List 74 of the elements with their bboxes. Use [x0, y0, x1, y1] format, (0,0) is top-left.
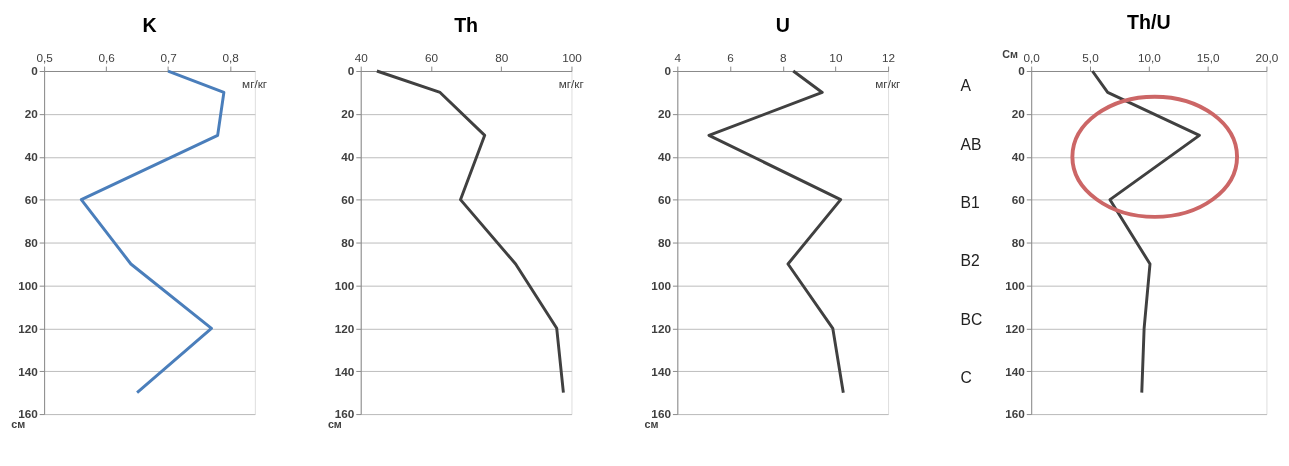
y-tick-label: 80 [1011, 235, 1026, 249]
y-tick-label: 20 [1011, 107, 1026, 121]
y-tick-label: 60 [1011, 193, 1026, 207]
y-tick-label: 120 [1005, 321, 1026, 335]
x-tick-label: 0,0 [1023, 50, 1041, 64]
x-axis-title: мг/кг [558, 77, 584, 91]
y-tick-label: 160 [651, 407, 672, 421]
x-tick-label: 60 [424, 50, 439, 64]
x-tick-label: 10,0 [1137, 50, 1162, 64]
x-tick-label: 20,0 [1255, 50, 1279, 64]
x-tick-label: 0,5 [36, 50, 54, 64]
y-tick-label: 20 [24, 107, 39, 121]
y-tick-label: 140 [1005, 364, 1026, 378]
x-tick-label: 4 [674, 50, 682, 64]
y-tick-label: 20 [657, 107, 672, 121]
y-tick-label: 0 [1018, 64, 1026, 78]
chart-title: K [142, 13, 157, 36]
y-tick-label: 20 [341, 107, 355, 121]
x-tick-label: 100 [562, 50, 583, 64]
y-tick-label: 0 [31, 64, 39, 78]
y-tick-label: 0 [347, 64, 355, 78]
text: B1 [960, 193, 980, 211]
x-axis-title: мг/кг [875, 77, 901, 91]
y-tick-label: 100 [651, 278, 672, 292]
y-tick-label: 80 [657, 235, 672, 249]
text: A [960, 77, 972, 95]
x-tick-label: 6 [727, 50, 735, 64]
y-tick-label: 40 [24, 150, 39, 164]
x-tick-label: 0,8 [222, 50, 240, 64]
y-tick-label: 140 [651, 364, 672, 378]
text: B2 [960, 252, 980, 270]
x-tick-label: 5,0 [1082, 50, 1100, 64]
x-tick-label: 8 [779, 50, 787, 64]
y-tick-label: 40 [341, 150, 355, 164]
x-tick-label: 80 [495, 50, 509, 64]
y-axis-title: см [644, 418, 659, 431]
y-tick-label: 60 [341, 193, 355, 207]
text: C [960, 368, 972, 386]
x-axis-title: мг/кг [242, 77, 268, 91]
line-series [707, 69, 845, 395]
y-tick-label: 100 [334, 278, 355, 292]
x-tick-label: 15,0 [1196, 50, 1221, 64]
text: AB [960, 135, 982, 153]
y-tick-label: 100 [1005, 278, 1026, 292]
y-tick-label: 160 [18, 407, 39, 421]
y-tick-label: 80 [24, 235, 39, 249]
y-tick-label: 160 [1005, 407, 1026, 421]
y-tick-label: 60 [657, 193, 672, 207]
y-tick-label: 100 [18, 278, 39, 292]
chart-title: U [775, 13, 790, 36]
x-tick-label: 10 [829, 50, 843, 64]
y-tick-label: 140 [334, 364, 355, 378]
x-tick-label: 40 [354, 50, 369, 64]
y-axis-title: см [327, 418, 342, 431]
y-tick-label: 120 [18, 321, 39, 335]
chart-title: Th [454, 13, 479, 36]
y-axis-title: См [1002, 47, 1019, 60]
text: BC [960, 310, 983, 328]
x-tick-label: 0,6 [98, 50, 116, 64]
y-tick-label: 40 [1011, 150, 1026, 164]
chart-title: Th/U [1127, 10, 1171, 33]
y-tick-label: 120 [651, 321, 672, 335]
line-series [1090, 69, 1201, 395]
line-series [79, 69, 226, 395]
y-tick-label: 40 [657, 150, 672, 164]
x-tick-label: 0,7 [160, 50, 177, 64]
x-tick-label: 12 [882, 50, 896, 64]
y-tick-label: 0 [664, 64, 672, 78]
y-tick-label: 140 [18, 364, 39, 378]
y-tick-label: 60 [24, 193, 39, 207]
y-tick-label: 120 [334, 321, 355, 335]
y-axis-title: см [11, 418, 26, 431]
y-tick-label: 80 [341, 235, 355, 249]
y-tick-label: 160 [334, 407, 355, 421]
